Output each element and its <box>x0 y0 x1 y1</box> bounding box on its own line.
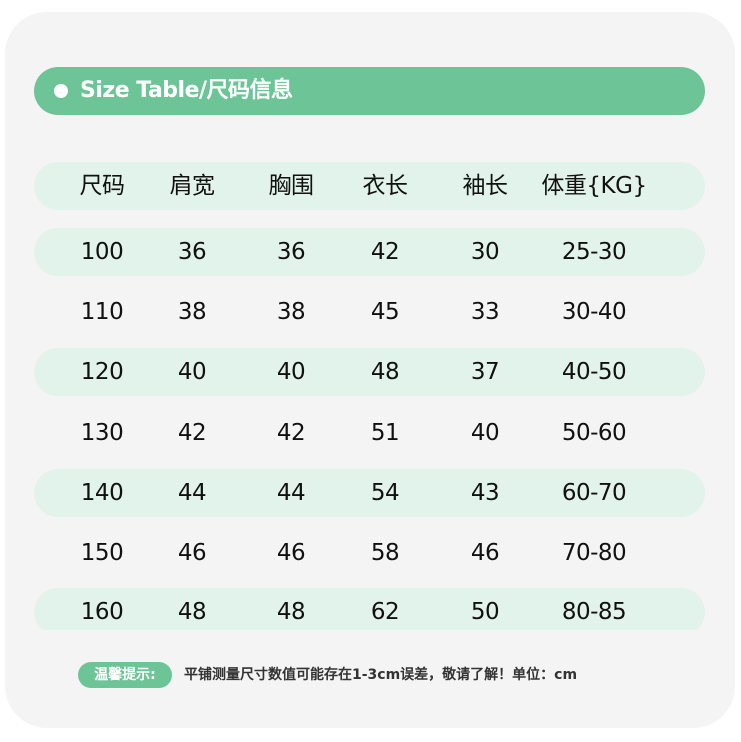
table-cell: 38 <box>177 299 207 326</box>
table-cell: 150 <box>80 540 124 566</box>
note-text: 平铺测量尺寸数值可能存在1-3cm误差，敬请了解！单位：cm <box>184 667 578 683</box>
row-clip: 160 48 48 62 50 80-85 <box>34 588 705 630</box>
table-cell: 58 <box>370 540 400 566</box>
table-cell: 38 <box>276 299 306 326</box>
table-cell: 160 <box>80 599 124 625</box>
table-cell: 44 <box>276 479 306 506</box>
table-cell: 33 <box>470 299 500 326</box>
table-cell: 42 <box>370 239 400 265</box>
table-cell: 衣长 <box>362 173 409 199</box>
table-cell: 100 <box>80 239 124 265</box>
table-cell: 袖长 <box>462 173 509 199</box>
table-cell: 48 <box>370 359 400 386</box>
table-cell: 43 <box>470 479 500 506</box>
table-cell: 80-85 <box>561 599 627 625</box>
table-cell: 37 <box>470 359 500 386</box>
table-cell: 50 <box>470 599 500 625</box>
table-cell: 48 <box>177 599 207 625</box>
table-cell: 140 <box>80 479 124 506</box>
table-cell: 45 <box>370 299 400 326</box>
table-cell: 48 <box>276 599 306 625</box>
table-cell: 36 <box>276 239 306 265</box>
table-cell: 62 <box>370 599 400 625</box>
table-cell: 60-70 <box>561 479 627 506</box>
table-header-row: 尺码 肩宽 胸围 衣长 袖长 体重{KG} <box>34 162 705 210</box>
note-label: 温馨提示: <box>78 662 172 688</box>
table-row: 110 38 38 45 33 30-40 <box>34 288 705 336</box>
table-row: 100 36 36 42 30 25-30 <box>34 228 705 276</box>
table-cell: 50-60 <box>561 419 627 446</box>
table-cell: 胸围 <box>268 173 315 199</box>
table-cell: 110 <box>80 299 124 326</box>
table-cell: 51 <box>370 419 400 446</box>
table-cell: 体重{KG} <box>541 173 647 199</box>
table-row: 150 46 46 58 46 70-80 <box>34 529 705 577</box>
table-cell: 40-50 <box>561 359 627 386</box>
table-row: 130 42 42 51 40 50-60 <box>34 409 705 457</box>
table-cell: 46 <box>470 540 500 566</box>
table-cell: 30 <box>470 239 500 265</box>
table-cell: 尺码 <box>79 173 126 199</box>
title-bar: Size Table/尺码信息 <box>34 67 705 115</box>
table-cell: 30-40 <box>561 299 627 326</box>
table-cell: 130 <box>80 419 124 446</box>
table-cell: 25-30 <box>561 239 627 265</box>
table-cell: 42 <box>177 419 207 446</box>
table-cell: 40 <box>177 359 207 386</box>
table-cell: 36 <box>177 239 207 265</box>
table-cell: 44 <box>177 479 207 506</box>
table-cell: 46 <box>276 540 306 566</box>
table-cell: 肩宽 <box>169 173 216 199</box>
table-cell: 70-80 <box>561 540 627 566</box>
table-row: 140 44 44 54 43 60-70 <box>34 468 705 517</box>
table-cell: 42 <box>276 419 306 446</box>
table-cell: 46 <box>177 540 207 566</box>
table-cell: 54 <box>370 479 400 506</box>
table-cell: 40 <box>276 359 306 386</box>
table-cell: 40 <box>470 419 500 446</box>
page-title: Size Table/尺码信息 <box>80 78 293 103</box>
table-cell: 120 <box>80 359 124 386</box>
bullet-dot-icon <box>54 84 68 98</box>
table-row: 160 48 48 62 50 80-85 <box>34 588 705 630</box>
table-row: 120 40 40 48 37 40-50 <box>34 348 705 397</box>
